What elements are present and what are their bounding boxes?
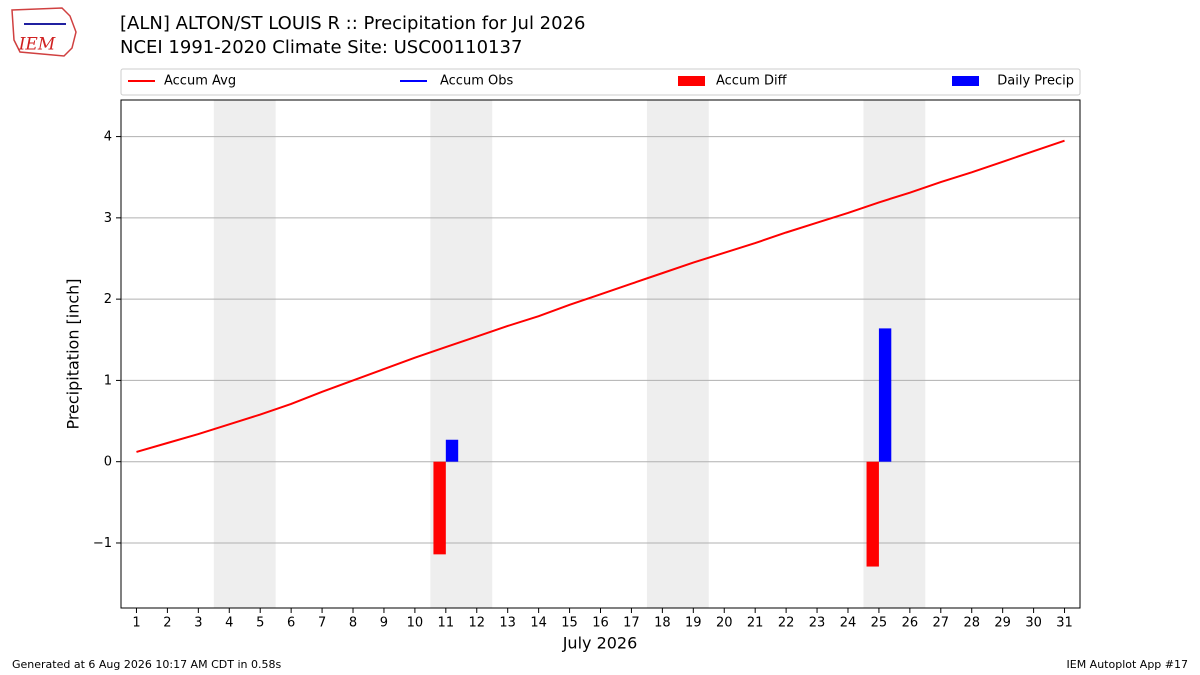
x-tick-label: 2	[163, 616, 171, 631]
y-axis-label: Precipitation [inch]	[64, 278, 83, 429]
x-tick-label: 9	[380, 616, 388, 631]
y-tick-number: 4	[104, 129, 112, 144]
y-tick-label: 3	[104, 210, 112, 225]
y-tick-sign: −	[93, 535, 104, 550]
x-tick-label: 30	[1025, 616, 1042, 631]
y-tick-label: 4	[104, 129, 112, 144]
x-tick-label: 20	[716, 616, 733, 631]
x-tick-label: 15	[561, 616, 578, 631]
x-tick-label: 1	[132, 616, 140, 631]
y-tick-label: −1	[93, 535, 112, 550]
legend-swatch	[678, 76, 705, 86]
x-tick-label: 10	[407, 616, 424, 631]
y-tick-number: 2	[104, 292, 112, 307]
x-tick-label: 19	[685, 616, 702, 631]
x-tick-label: 21	[747, 616, 764, 631]
x-tick-label: 8	[349, 616, 357, 631]
y-tick-number: 0	[104, 454, 112, 469]
x-axis-label: July 2026	[562, 634, 638, 653]
x-tick-label: 14	[530, 616, 547, 631]
y-tick-label: 2	[104, 292, 112, 307]
legend-label: Accum Diff	[716, 74, 788, 89]
x-tick-label: 17	[623, 616, 640, 631]
x-tick-label: 26	[902, 616, 919, 631]
x-tick-label: 18	[654, 616, 671, 631]
x-tick-label: 5	[256, 616, 264, 631]
bar	[445, 439, 459, 462]
logo: IEM	[11, 7, 77, 57]
x-tick-label: 28	[963, 616, 980, 631]
x-tick-label: 27	[933, 616, 950, 631]
x-tick-label: 7	[318, 616, 326, 631]
plot-frame	[120, 99, 1081, 609]
x-tick-label: 29	[994, 616, 1011, 631]
series-line	[136, 139, 1065, 453]
footer-left: Generated at 6 Aug 2026 10:17 AM CDT in …	[12, 658, 281, 671]
legend-swatch	[952, 76, 979, 86]
x-tick-label: 13	[499, 616, 516, 631]
y-tick-label: 0	[104, 454, 112, 469]
bar	[878, 328, 892, 462]
y-tick-number: 1	[104, 535, 112, 550]
weekend-shade	[646, 100, 709, 608]
x-tick-label: 16	[592, 616, 609, 631]
x-tick-label: 3	[194, 616, 202, 631]
x-tick-label: 6	[287, 616, 295, 631]
y-tick-number: 3	[104, 210, 112, 225]
x-tick-label: 11	[438, 616, 455, 631]
footer-right: IEM Autoplot App #17	[1067, 658, 1189, 671]
x-tick-label: 24	[840, 616, 857, 631]
x-tick-label: 12	[468, 616, 485, 631]
x-tick-label: 4	[225, 616, 233, 631]
chart-subtitle: NCEI 1991-2020 Climate Site: USC00110137	[120, 37, 522, 58]
logo-outline	[11, 7, 77, 57]
x-tick-label: 22	[778, 616, 795, 631]
y-tick-number: 1	[104, 373, 112, 388]
legend-label: Accum Avg	[164, 74, 236, 89]
legend-box	[120, 68, 1081, 96]
bar	[866, 461, 879, 567]
bar	[433, 461, 446, 555]
x-tick-label: 25	[871, 616, 888, 631]
legend-label: Accum Obs	[440, 74, 513, 89]
chart-title: [ALN] ALTON/ST LOUIS R :: Precipitation …	[120, 13, 586, 34]
legend-label: Daily Precip	[997, 74, 1074, 89]
logo-text: IEM	[18, 35, 56, 55]
x-tick-label: 23	[809, 616, 826, 631]
y-tick-label: 1	[104, 373, 112, 388]
x-tick-label: 31	[1056, 616, 1073, 631]
weekend-shade	[213, 100, 276, 608]
